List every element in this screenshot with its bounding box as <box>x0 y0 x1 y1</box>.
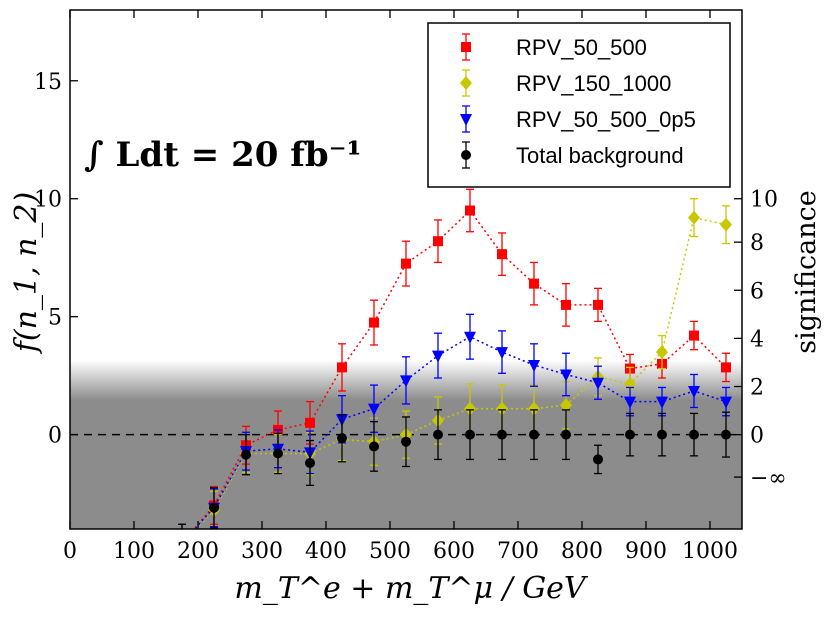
legend-label: RPV_150_1000 <box>516 71 671 96</box>
legend-entry: RPV_150_1000 <box>460 69 671 97</box>
legend-marker <box>461 150 471 160</box>
legend-marker <box>460 114 472 126</box>
legend-label: Total background <box>516 143 684 168</box>
data-point <box>401 258 411 269</box>
y2-tick-label: 2 <box>750 376 764 401</box>
data-point <box>561 299 571 310</box>
data-point <box>273 448 283 459</box>
data-point <box>528 401 540 416</box>
data-point <box>337 433 347 444</box>
data-point <box>305 417 315 428</box>
y2-tick-label: 4 <box>750 327 764 352</box>
data-point <box>593 454 603 465</box>
y2-tick-label: −∞ <box>750 466 787 491</box>
data-point <box>496 401 508 416</box>
luminosity-annotation: ∫ Ldt = 20 fb⁻¹ <box>84 135 361 175</box>
x-axis-title: m_T^e + m_T^μ / GeV <box>234 571 589 606</box>
legend: RPV_50_500 RPV_150_1000 RPV_50_500_0p5 Tota… <box>427 22 731 188</box>
data-point <box>368 403 380 416</box>
series-line-rpv-50-500 <box>193 209 727 529</box>
legend-box <box>427 22 731 188</box>
x-tick-label: 600 <box>433 539 475 564</box>
data-point <box>656 345 668 360</box>
x-tick-label: 500 <box>369 539 411 564</box>
legend-label: RPV_50_500 <box>516 35 647 60</box>
data-point <box>241 449 251 460</box>
data-point <box>496 347 508 360</box>
plot-frame <box>69 9 743 530</box>
x-tick-label: 100 <box>113 539 155 564</box>
data-point <box>529 278 539 289</box>
data-point <box>656 396 668 409</box>
data-point <box>369 317 379 328</box>
legend-marker <box>460 76 472 90</box>
data-point <box>209 502 219 513</box>
data-point <box>624 396 636 409</box>
legend-label: RPV_50_500_0p5 <box>516 107 696 132</box>
series-line-rpv-50-500-0p5 <box>193 335 727 529</box>
y-tick-label: 15 <box>34 70 62 95</box>
data-point <box>720 217 732 232</box>
data-point <box>529 429 539 440</box>
y-axis-title: f(n_1, n_2) <box>9 192 44 354</box>
x-tick-label: 200 <box>177 539 219 564</box>
data-point <box>497 249 507 260</box>
legend-entry: Total background <box>461 141 684 169</box>
x-tick-label: 300 <box>241 539 283 564</box>
data-point <box>561 429 571 440</box>
data-point <box>657 429 667 440</box>
data-point <box>625 429 635 440</box>
data-point <box>465 205 475 216</box>
data-point <box>337 362 347 373</box>
data-point <box>688 385 700 398</box>
legend-entry: RPV_50_500_0p5 <box>460 105 696 133</box>
x-tick-label: 400 <box>305 539 347 564</box>
data-point <box>433 429 443 440</box>
data-point <box>689 330 699 341</box>
x-tick-label: 800 <box>561 539 603 564</box>
data-point <box>721 362 731 373</box>
x-tick-label: 1000 <box>682 539 738 564</box>
y2-tick-label: 10 <box>750 188 778 213</box>
y2-tick-label: 6 <box>750 279 764 304</box>
data-point <box>689 429 699 440</box>
data-point <box>433 236 443 247</box>
legend-marker <box>461 42 471 52</box>
data-point <box>369 441 379 452</box>
series-line-rpv-150-1000 <box>194 216 727 529</box>
y-tick-label: 0 <box>48 424 62 449</box>
series-total-background <box>178 409 731 529</box>
data-point <box>560 398 572 413</box>
data-point <box>401 436 411 447</box>
data-point <box>688 210 700 225</box>
y-tick-label: 10 <box>34 188 62 213</box>
data-point <box>720 396 732 409</box>
x-tick-label: 0 <box>63 539 77 564</box>
data-point <box>721 429 731 440</box>
data-point <box>464 401 476 416</box>
y-tick-label: 5 <box>48 306 62 331</box>
legend-entry: RPV_50_500 <box>461 33 647 61</box>
data-point <box>464 331 476 344</box>
data-point <box>305 457 315 468</box>
data-point <box>432 350 444 363</box>
data-point <box>528 360 540 373</box>
data-point <box>592 377 604 390</box>
data-point <box>560 369 572 382</box>
x-tick-label: 700 <box>497 539 539 564</box>
y2-tick-label: 0 <box>750 424 764 449</box>
y2-axis-title: significance <box>791 190 822 354</box>
x-tick-label: 900 <box>625 539 667 564</box>
data-point <box>497 429 507 440</box>
y2-tick-label: 8 <box>750 231 764 256</box>
data-point <box>465 429 475 440</box>
data-point <box>593 299 603 310</box>
data-point <box>400 375 412 388</box>
